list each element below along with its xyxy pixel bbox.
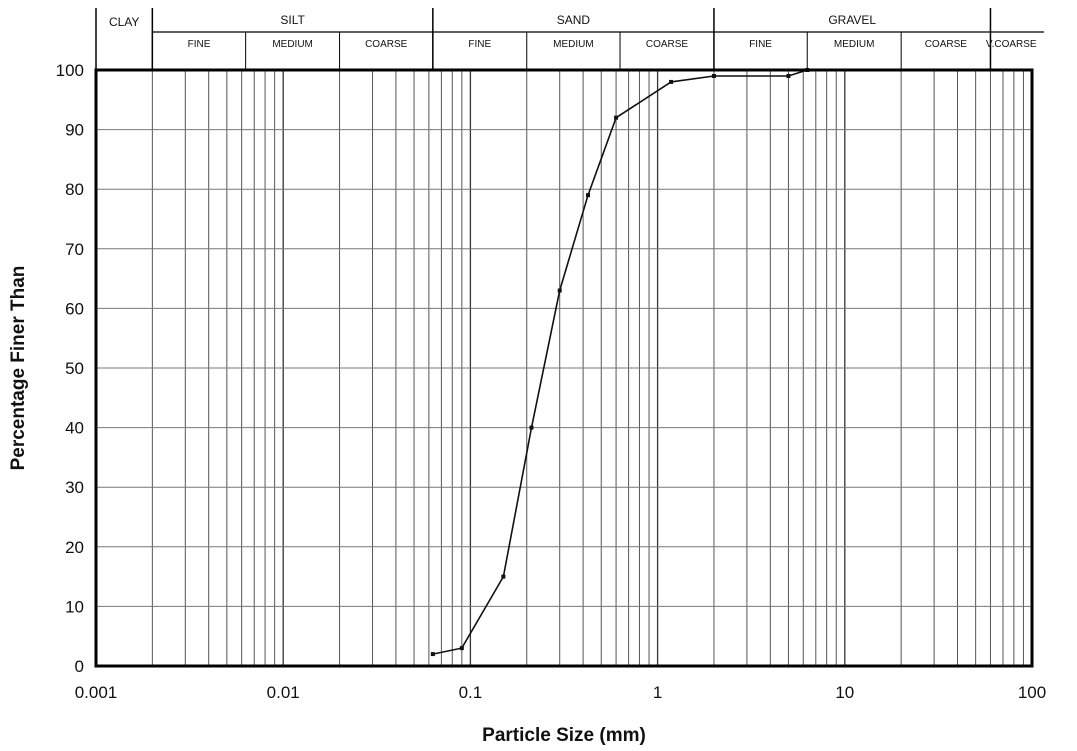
x-tick-label: 0.01 xyxy=(267,683,300,702)
data-point xyxy=(669,79,674,84)
sub-band-label: MEDIUM xyxy=(553,39,594,50)
y-tick-label: 70 xyxy=(65,240,84,259)
sub-band-label: COARSE xyxy=(365,39,408,50)
data-point xyxy=(711,73,716,78)
sub-band-label: V.COARSE xyxy=(986,39,1037,50)
data-point xyxy=(459,646,464,651)
x-axis-title: Particle Size (mm) xyxy=(482,725,646,746)
tick-labels: 0 10 20 30 40 50 60 70 80 90 100 0.001 0.01 0.1 1 10 100 xyxy=(56,61,1047,702)
sub-band-label: MEDIUM xyxy=(834,39,875,50)
sub-band-label: COARSE xyxy=(925,39,968,50)
data-point xyxy=(430,652,435,657)
y-axis-title: Percentage Finer Than xyxy=(8,266,29,471)
y-tick-label: 60 xyxy=(65,299,84,318)
y-tick-label: 90 xyxy=(65,121,84,140)
sub-band-label: COARSE xyxy=(646,39,689,50)
x-tick-label: 10 xyxy=(835,683,854,702)
sub-band-label: MEDIUM xyxy=(272,39,313,50)
classification-header: CLAY SILT SAND GRAVEL FINE MEDIUM COARSE FINE ME… xyxy=(95,8,1044,70)
series-line xyxy=(432,69,808,655)
y-tick-label: 80 xyxy=(65,180,84,199)
plot-frame xyxy=(94,68,1034,668)
data-point xyxy=(614,115,619,120)
band-label: SAND xyxy=(557,13,591,27)
data-point xyxy=(786,73,791,78)
data-point xyxy=(586,193,591,198)
band-label: GRAVEL xyxy=(828,13,876,27)
sub-band-label: FINE xyxy=(188,39,211,50)
marker-layer xyxy=(430,68,810,657)
y-tick-label: 20 xyxy=(65,538,84,557)
x-tick-label: 0.1 xyxy=(459,683,483,702)
y-tick-label: 100 xyxy=(56,61,84,80)
y-tick-label: 30 xyxy=(65,478,84,497)
x-tick-label: 100 xyxy=(1018,683,1046,702)
band-label: CLAY xyxy=(109,15,139,29)
data-point xyxy=(557,288,562,293)
y-tick-label: 0 xyxy=(75,657,84,676)
band-label: SILT xyxy=(280,13,305,27)
y-tick-label: 40 xyxy=(65,419,84,438)
grid xyxy=(95,69,1032,667)
x-tick-label: 0.001 xyxy=(75,683,118,702)
y-tick-label: 10 xyxy=(65,597,84,616)
sub-band-label: FINE xyxy=(468,39,491,50)
sub-band-label: FINE xyxy=(749,39,772,50)
data-point xyxy=(529,425,534,430)
x-tick-label: 1 xyxy=(653,683,662,702)
series-layer xyxy=(432,69,808,655)
data-point xyxy=(501,574,506,579)
y-tick-label: 50 xyxy=(65,359,84,378)
